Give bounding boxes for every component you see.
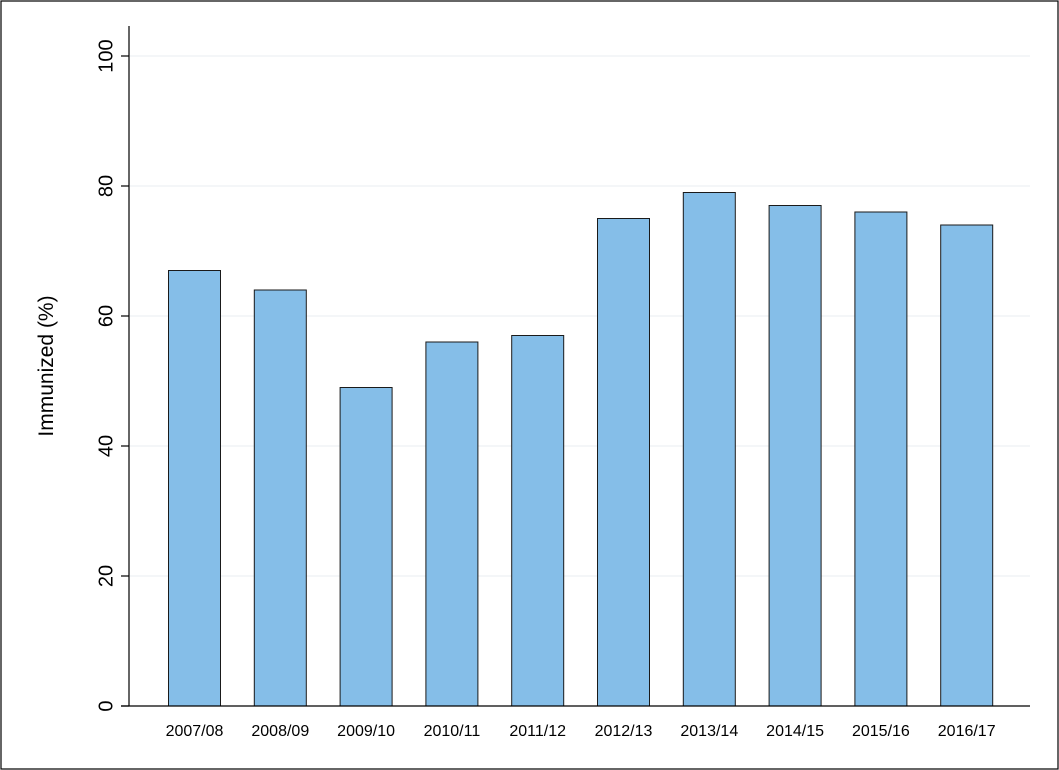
bar-2007-08 xyxy=(168,270,221,707)
y-axis-title: Immunized (%) xyxy=(35,295,58,436)
bar-2008-09 xyxy=(253,289,307,707)
y-tick-label: 80 xyxy=(95,175,117,197)
bar-2013-14 xyxy=(682,192,736,707)
y-tick-label: 20 xyxy=(95,565,117,587)
x-tick-label: 2015/16 xyxy=(852,723,910,740)
bar-2016-17 xyxy=(940,224,994,707)
bar-2014-15 xyxy=(768,205,822,707)
y-tick-label: 60 xyxy=(95,305,117,327)
y-tick-label: 100 xyxy=(95,39,117,72)
x-tick-label: 2011/12 xyxy=(509,723,566,740)
y-tick-label: 40 xyxy=(95,435,117,457)
bar-2011-12 xyxy=(511,335,565,707)
x-tick-label: 2014/15 xyxy=(766,723,824,740)
bar-2015-16 xyxy=(854,211,908,707)
x-tick-label: 2009/10 xyxy=(337,723,395,740)
x-tick-label: 2007/08 xyxy=(166,723,224,740)
x-tick-label: 2008/09 xyxy=(251,723,309,740)
bar-2010-11 xyxy=(425,341,479,707)
x-tick-label: 2012/13 xyxy=(595,723,653,740)
bars xyxy=(168,192,994,707)
x-axis-ticks: 2007/08 2008/09 2009/10 2010/11 2011/12 2012/… xyxy=(166,723,996,740)
bar-2012-13 xyxy=(597,218,650,707)
x-tick-label: 2013/14 xyxy=(680,723,738,740)
y-axis-ticks: 0 20 40 60 80 100 xyxy=(95,39,129,712)
x-tick-label: 2010/11 xyxy=(424,723,481,740)
y-tick-label: 0 xyxy=(95,700,117,711)
x-tick-label: 2016/17 xyxy=(938,723,996,740)
bar-2009-10 xyxy=(339,387,393,707)
